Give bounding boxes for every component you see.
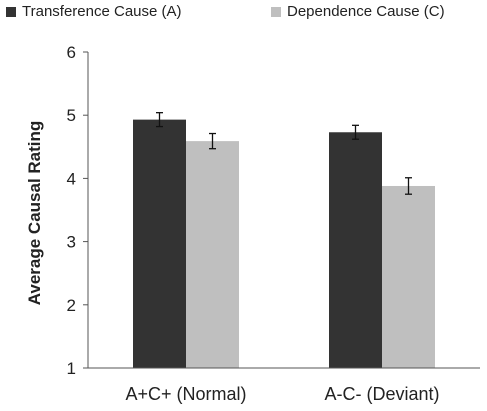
axes-layer [87, 52, 480, 369]
bar [133, 119, 186, 369]
bar [382, 185, 435, 368]
y-tick-label: 4 [67, 169, 76, 188]
error-bars-layer [156, 112, 412, 195]
bar [329, 132, 382, 368]
y-ticks-layer: 1 2 3 4 5 6 [67, 43, 88, 378]
chart-legend: Transference Cause (A) Dependence Cause … [0, 3, 487, 25]
y-tick-label: 3 [67, 233, 76, 252]
legend-swatch-transference [6, 6, 16, 17]
legend-item-transference: Transference Cause (A) [6, 3, 182, 20]
bar [186, 141, 239, 368]
y-axis-title: Average Causal Rating [25, 121, 44, 306]
legend-label-transference: Transference Cause (A) [22, 3, 182, 20]
x-category-label: A-C- (Deviant) [324, 384, 439, 404]
legend-label-dependence: Dependence Cause (C) [287, 3, 445, 20]
x-category-label: A+C+ (Normal) [125, 384, 246, 404]
y-tick-label: 5 [67, 106, 76, 125]
bars-layer [133, 119, 435, 369]
y-tick-label: 1 [67, 359, 76, 378]
y-tick-label: 2 [67, 296, 76, 315]
y-tick-label: 6 [67, 43, 76, 62]
x-labels-layer: A+C+ (Normal) A-C- (Deviant) [125, 384, 439, 404]
legend-item-dependence: Dependence Cause (C) [271, 3, 445, 20]
legend-swatch-dependence [271, 6, 281, 17]
